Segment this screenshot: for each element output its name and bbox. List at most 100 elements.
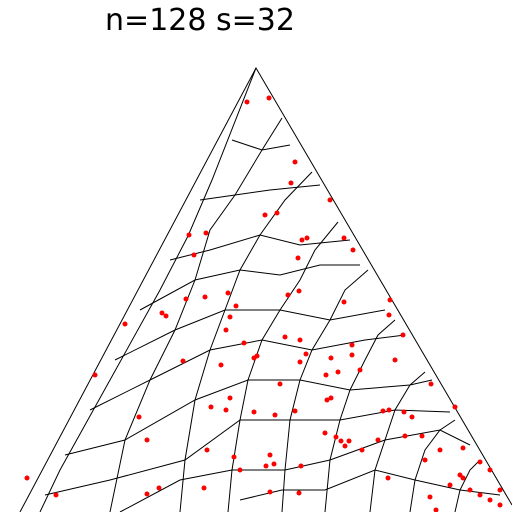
site [267, 489, 273, 495]
site [208, 404, 214, 410]
site [427, 494, 433, 500]
site [327, 197, 333, 203]
site [191, 252, 197, 258]
site [487, 467, 493, 473]
cell-edge [44, 409, 451, 496]
site [285, 292, 291, 298]
site [201, 485, 207, 491]
site [292, 159, 298, 165]
cell-edge [409, 419, 456, 512]
site [282, 334, 288, 340]
site [204, 447, 210, 453]
site [497, 502, 503, 508]
site [433, 507, 439, 512]
site [203, 230, 209, 236]
site [223, 407, 229, 413]
site [266, 95, 272, 101]
cell-edge [239, 469, 501, 501]
site [375, 437, 381, 443]
site [159, 310, 165, 316]
site [428, 381, 434, 387]
site [386, 312, 392, 318]
site [244, 99, 250, 105]
site [292, 408, 298, 414]
site [122, 321, 128, 327]
site [297, 359, 303, 365]
site [263, 463, 269, 469]
site [346, 438, 352, 444]
cell-edge [89, 334, 406, 411]
site [227, 395, 233, 401]
site [460, 475, 466, 481]
site [392, 357, 398, 363]
site [386, 407, 392, 413]
site [419, 433, 425, 439]
site [324, 397, 330, 403]
triangle-outline [19, 66, 512, 512]
site [349, 352, 355, 358]
site [323, 372, 329, 378]
site [274, 210, 280, 216]
site [251, 409, 257, 415]
site [402, 433, 408, 439]
cell-edge [281, 269, 369, 512]
site [328, 395, 334, 401]
site [92, 372, 98, 378]
site [350, 247, 356, 253]
site [487, 497, 493, 503]
sites [24, 95, 503, 512]
site [303, 351, 309, 357]
voronoi-cells [19, 66, 512, 512]
site [359, 447, 365, 453]
cell-edge [169, 234, 351, 261]
site [333, 434, 339, 440]
site [409, 414, 415, 420]
site [299, 237, 305, 243]
site [460, 445, 466, 451]
cell-edge [114, 309, 386, 361]
cell-edge [109, 117, 283, 512]
site [227, 314, 233, 320]
site [183, 296, 189, 302]
site [328, 355, 334, 361]
site [338, 438, 344, 444]
site [271, 461, 277, 467]
site [296, 288, 302, 294]
site [218, 362, 224, 368]
site [298, 463, 304, 469]
site [304, 235, 310, 241]
site [467, 487, 473, 493]
cell-edge [369, 371, 426, 512]
site [202, 294, 208, 300]
site [452, 404, 458, 410]
site [223, 327, 229, 333]
site [387, 297, 393, 303]
site [295, 255, 301, 261]
cell-edge [64, 379, 433, 456]
site [349, 342, 355, 348]
site [277, 381, 283, 387]
site [385, 475, 391, 481]
site [297, 337, 303, 343]
site [237, 467, 243, 473]
site [341, 299, 347, 305]
site [422, 457, 428, 463]
site [180, 358, 186, 364]
site [233, 303, 239, 309]
site [447, 482, 453, 488]
site [342, 443, 348, 449]
site [477, 459, 483, 465]
site [357, 367, 363, 373]
cell-edge [39, 67, 257, 512]
cell-edge [231, 139, 291, 151]
site [288, 180, 294, 186]
site [156, 485, 162, 491]
site [231, 454, 237, 460]
site [400, 332, 406, 338]
site [401, 409, 407, 415]
site [322, 430, 328, 436]
site [136, 414, 142, 420]
site [272, 412, 278, 418]
